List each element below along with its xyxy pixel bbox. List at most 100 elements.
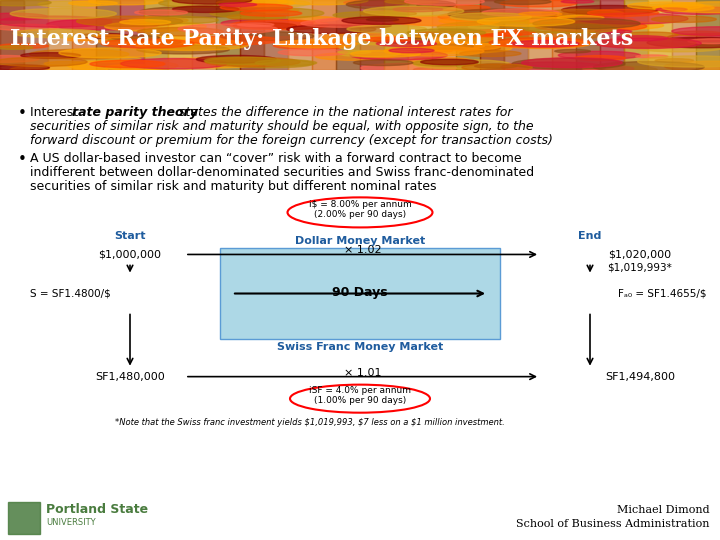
Circle shape — [474, 18, 528, 23]
Bar — [48, 0, 72, 70]
Circle shape — [135, 10, 188, 15]
Circle shape — [474, 18, 529, 24]
Circle shape — [290, 41, 320, 44]
Circle shape — [495, 0, 551, 4]
Circle shape — [120, 19, 171, 25]
Circle shape — [653, 5, 714, 11]
Text: $1,020,000: $1,020,000 — [608, 249, 672, 259]
Circle shape — [588, 9, 659, 16]
Circle shape — [521, 58, 622, 68]
Circle shape — [90, 60, 165, 68]
Circle shape — [237, 0, 287, 4]
Text: 90 Days: 90 Days — [332, 286, 388, 299]
Circle shape — [557, 15, 604, 20]
Bar — [72, 0, 96, 70]
Circle shape — [287, 25, 376, 33]
Text: $1,019,993*: $1,019,993* — [608, 262, 672, 273]
Bar — [456, 0, 480, 70]
Text: Interest Rate Parity: Linkage between FX markets: Interest Rate Parity: Linkage between FX… — [10, 28, 634, 50]
Bar — [216, 0, 240, 70]
Text: rate parity theory: rate parity theory — [72, 106, 198, 119]
Circle shape — [346, 0, 456, 10]
Circle shape — [230, 20, 329, 30]
Circle shape — [108, 38, 141, 42]
Circle shape — [501, 62, 606, 72]
Circle shape — [160, 58, 266, 68]
Circle shape — [477, 17, 575, 26]
Circle shape — [178, 24, 277, 33]
Circle shape — [106, 65, 163, 70]
Text: securities of similar risk and maturity should be equal, with opposite sign, to : securities of similar risk and maturity … — [30, 120, 534, 133]
Text: $1,000,000: $1,000,000 — [99, 249, 161, 259]
Circle shape — [519, 12, 562, 16]
Circle shape — [256, 8, 299, 12]
Bar — [552, 0, 576, 70]
Circle shape — [539, 16, 636, 25]
Circle shape — [354, 60, 413, 65]
Circle shape — [417, 44, 473, 49]
Circle shape — [652, 16, 716, 23]
Bar — [288, 0, 312, 70]
Text: iSF = 4.0% per annum
(1.00% per 90 days): iSF = 4.0% per annum (1.00% per 90 days) — [309, 386, 411, 406]
Bar — [672, 0, 696, 70]
Circle shape — [390, 17, 472, 25]
Circle shape — [10, 9, 117, 19]
Text: SF1,494,800: SF1,494,800 — [605, 372, 675, 382]
Text: × 1.01: × 1.01 — [343, 368, 382, 377]
Circle shape — [102, 39, 194, 48]
Circle shape — [469, 32, 521, 37]
Text: Michael Dimond: Michael Dimond — [617, 505, 710, 515]
Bar — [312, 0, 336, 70]
Bar — [168, 0, 192, 70]
Text: securities of similar risk and maturity but different nominal rates: securities of similar risk and maturity … — [30, 180, 436, 193]
Circle shape — [377, 40, 436, 46]
Circle shape — [413, 31, 488, 38]
Circle shape — [655, 59, 694, 63]
Circle shape — [187, 36, 279, 45]
Circle shape — [30, 49, 129, 59]
Circle shape — [360, 11, 416, 16]
Circle shape — [559, 11, 616, 17]
Circle shape — [145, 17, 218, 24]
Circle shape — [422, 49, 452, 52]
Text: Start: Start — [114, 232, 145, 241]
Circle shape — [413, 60, 478, 66]
Circle shape — [535, 21, 647, 32]
Circle shape — [662, 2, 720, 13]
Circle shape — [338, 50, 371, 53]
Circle shape — [554, 50, 590, 53]
Circle shape — [0, 16, 112, 27]
Circle shape — [339, 51, 400, 57]
Circle shape — [523, 24, 617, 33]
Circle shape — [204, 57, 281, 64]
Circle shape — [341, 23, 391, 28]
Circle shape — [511, 40, 579, 47]
Bar — [96, 0, 120, 70]
Circle shape — [68, 60, 178, 71]
Circle shape — [89, 0, 163, 5]
Bar — [432, 0, 456, 70]
Circle shape — [278, 0, 368, 5]
Circle shape — [470, 30, 535, 36]
Circle shape — [173, 6, 239, 12]
Circle shape — [339, 43, 434, 52]
Circle shape — [672, 27, 720, 36]
Bar — [120, 0, 144, 70]
Circle shape — [301, 19, 382, 28]
Circle shape — [674, 31, 720, 36]
Circle shape — [411, 42, 500, 51]
Circle shape — [216, 0, 294, 7]
Circle shape — [656, 8, 687, 11]
Circle shape — [137, 45, 230, 54]
Bar — [528, 0, 552, 70]
Circle shape — [111, 35, 160, 40]
Circle shape — [510, 31, 600, 40]
Text: × 1.02: × 1.02 — [343, 246, 382, 255]
Circle shape — [647, 37, 720, 48]
Circle shape — [415, 35, 495, 43]
Bar — [0, 0, 24, 70]
Circle shape — [489, 38, 590, 48]
Circle shape — [595, 30, 631, 33]
Bar — [576, 0, 600, 70]
Circle shape — [387, 42, 424, 45]
